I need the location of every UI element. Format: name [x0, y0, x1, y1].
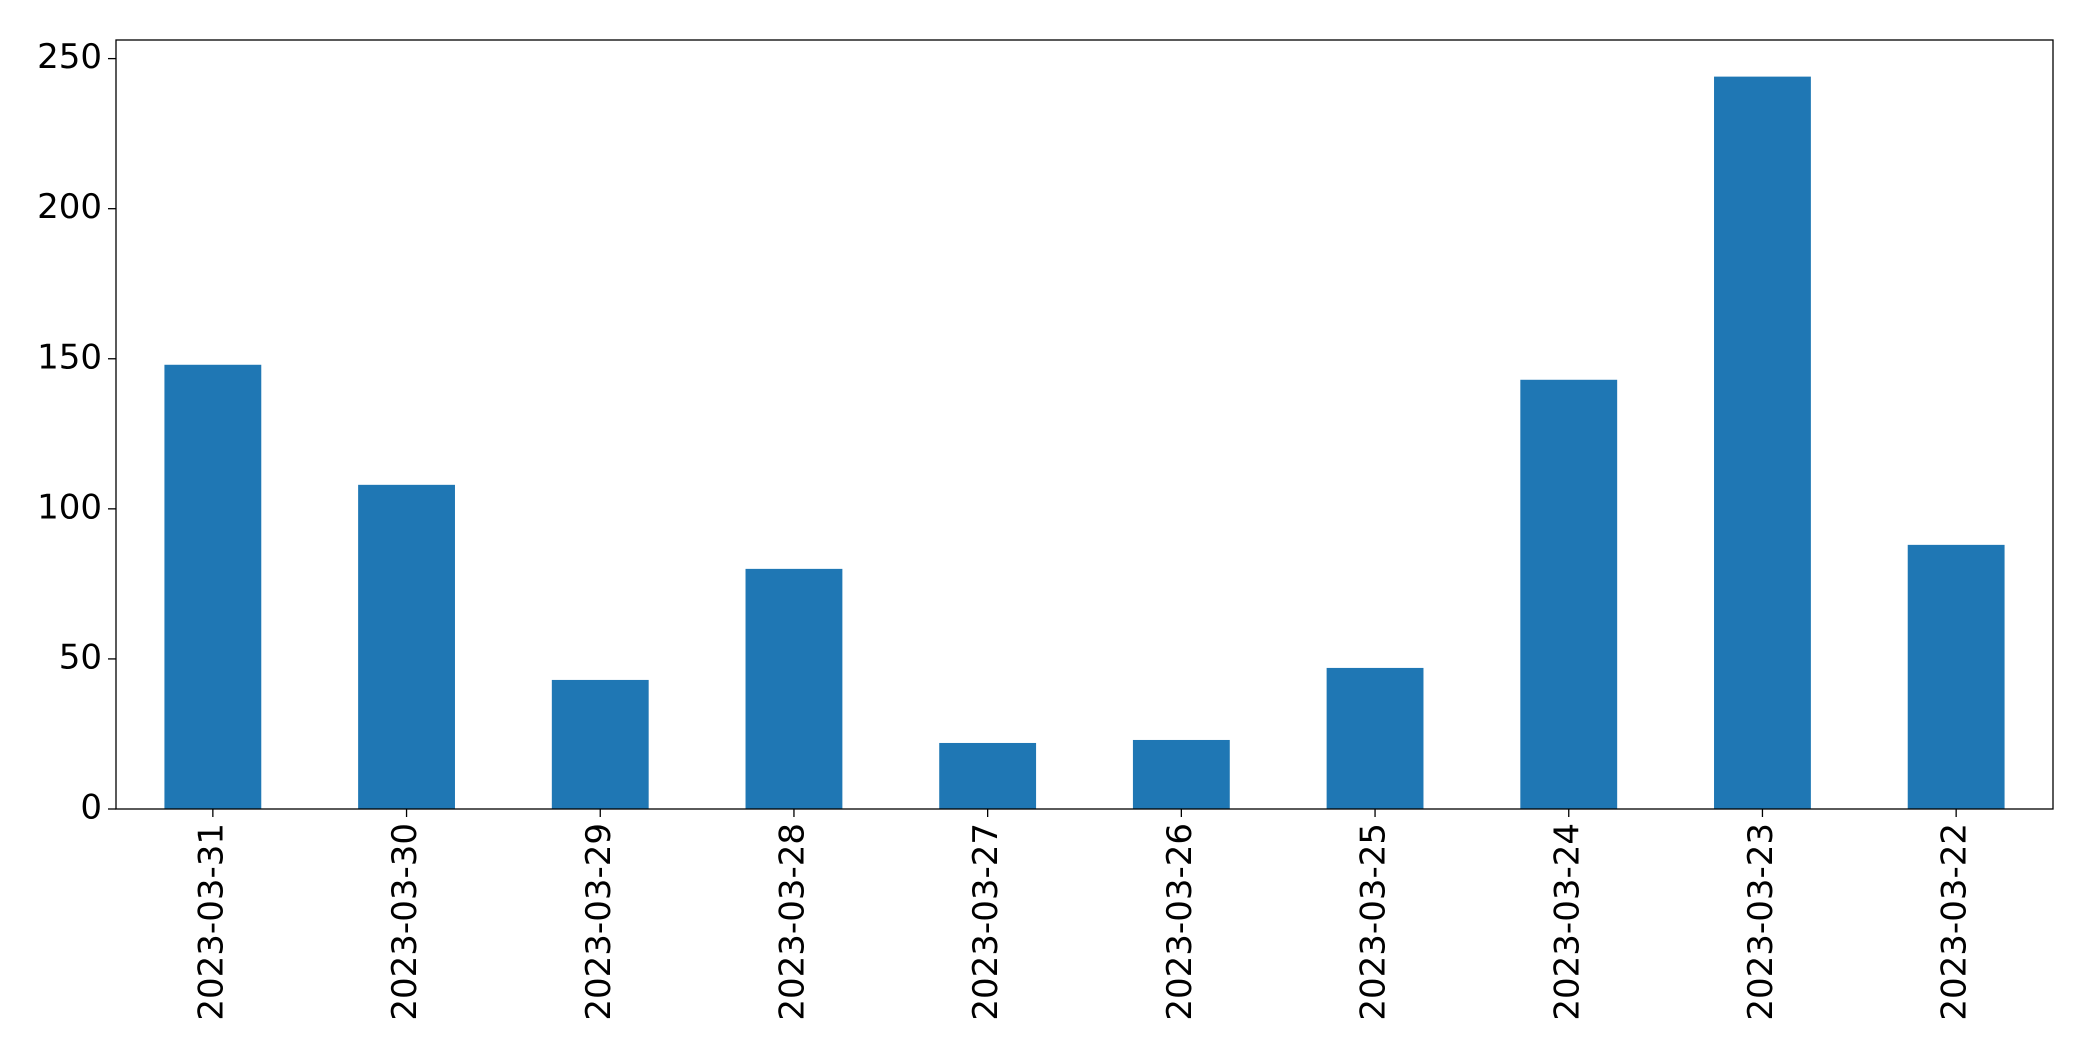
- bar: [939, 742, 1037, 809]
- bar: [1714, 76, 1811, 810]
- x-tick-label: 2023-03-28: [772, 823, 812, 1021]
- y-tick-label: 100: [37, 487, 102, 527]
- x-tick-label: 2023-03-23: [1741, 823, 1781, 1021]
- y-tick-label: 150: [37, 337, 102, 377]
- x-tick-label: 2023-03-25: [1354, 823, 1394, 1021]
- bar: [1520, 379, 1618, 809]
- y-tick-label: 50: [59, 637, 102, 677]
- bar: [1132, 739, 1230, 809]
- bar: [358, 484, 455, 809]
- plot-frame: [115, 39, 2054, 810]
- x-tick-label: 2023-03-27: [966, 823, 1006, 1021]
- x-tick-label: 2023-03-26: [1160, 823, 1200, 1021]
- bar: [1326, 667, 1424, 809]
- x-tick-label: 2023-03-31: [191, 823, 231, 1021]
- bar: [164, 364, 262, 809]
- y-tick-label: 0: [80, 788, 102, 828]
- bar: [745, 568, 843, 809]
- bar: [551, 679, 649, 809]
- x-tick-label: 2023-03-30: [385, 823, 425, 1021]
- x-tick-label: 2023-03-29: [579, 823, 619, 1021]
- y-tick-label: 250: [37, 37, 102, 77]
- x-tick-label: 2023-03-22: [1935, 823, 1975, 1021]
- bar: [1907, 544, 2005, 809]
- y-tick-label: 200: [37, 187, 102, 227]
- x-tick-label: 2023-03-24: [1547, 823, 1587, 1021]
